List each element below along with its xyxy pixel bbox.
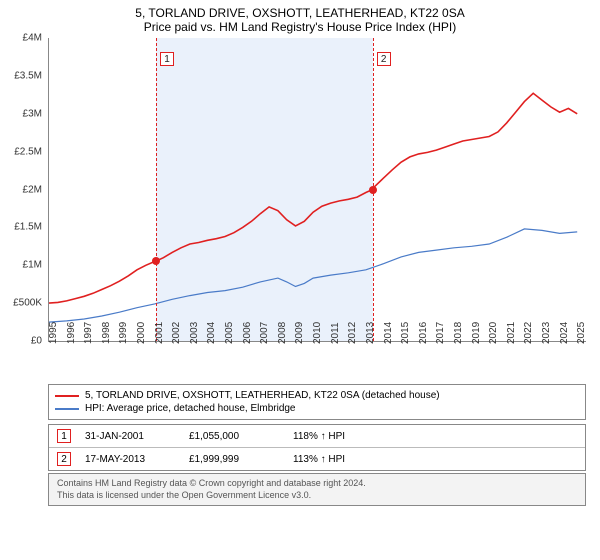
chart-lines <box>49 38 586 341</box>
page-title: 5, TORLAND DRIVE, OXSHOTT, LEATHERHEAD, … <box>0 6 600 20</box>
legend-swatch-1 <box>55 395 79 397</box>
pct-cell: 113% ↑ HPI <box>293 454 403 465</box>
y-tick-label: £2M <box>23 184 42 195</box>
legend-row-2: HPI: Average price, detached house, Elmb… <box>55 402 579 415</box>
date-cell: 31-JAN-2001 <box>85 431 175 442</box>
legend-label-1: 5, TORLAND DRIVE, OXSHOTT, LEATHERHEAD, … <box>85 390 440 401</box>
marker-dot-2 <box>369 186 377 194</box>
legend-swatch-2 <box>55 408 79 410</box>
row-badge-2: 2 <box>57 452 71 466</box>
footer-line-1: Contains HM Land Registry data © Crown c… <box>57 478 577 490</box>
marker-badge-1: 1 <box>160 52 174 66</box>
x-tick-label: 2025 <box>576 322 600 344</box>
date-cell: 17-MAY-2013 <box>85 454 175 465</box>
y-tick-label: £4M <box>23 33 42 44</box>
table-row: 2 17-MAY-2013 £1,999,999 113% ↑ HPI <box>49 448 585 470</box>
marker-dot-1 <box>152 257 160 265</box>
y-tick-label: £3M <box>23 108 42 119</box>
footer: Contains HM Land Registry data © Crown c… <box>48 473 586 506</box>
data-table: 1 31-JAN-2001 £1,055,000 118% ↑ HPI 2 17… <box>48 424 586 471</box>
plot-area: 12 <box>48 38 586 342</box>
price-cell: £1,055,000 <box>189 431 279 442</box>
table-row: 1 31-JAN-2001 £1,055,000 118% ↑ HPI <box>49 425 585 448</box>
y-tick-label: £2.5M <box>14 146 42 157</box>
price-cell: £1,999,999 <box>189 454 279 465</box>
y-tick-label: £0 <box>31 336 42 347</box>
marker-badge-2: 2 <box>377 52 391 66</box>
marker-line-1 <box>156 38 157 341</box>
x-axis-labels: 1995199619971998199920002001200220032004… <box>48 342 586 378</box>
legend-row-1: 5, TORLAND DRIVE, OXSHOTT, LEATHERHEAD, … <box>55 389 579 402</box>
chart: £0£500K£1M£1.5M£2M£2.5M£3M£3.5M£4M 12 19… <box>48 38 586 378</box>
y-tick-label: £1.5M <box>14 222 42 233</box>
legend: 5, TORLAND DRIVE, OXSHOTT, LEATHERHEAD, … <box>48 384 586 420</box>
pct-cell: 118% ↑ HPI <box>293 431 403 442</box>
footer-line-2: This data is licensed under the Open Gov… <box>57 490 577 502</box>
row-badge-1: 1 <box>57 429 71 443</box>
series-price_paid <box>49 93 577 303</box>
y-axis-labels: £0£500K£1M£1.5M£2M£2.5M£3M£3.5M£4M <box>2 38 46 342</box>
y-tick-label: £1M <box>23 260 42 271</box>
y-tick-label: £500K <box>13 298 42 309</box>
legend-label-2: HPI: Average price, detached house, Elmb… <box>85 403 296 414</box>
page-subtitle: Price paid vs. HM Land Registry's House … <box>0 20 600 34</box>
y-tick-label: £3.5M <box>14 70 42 81</box>
